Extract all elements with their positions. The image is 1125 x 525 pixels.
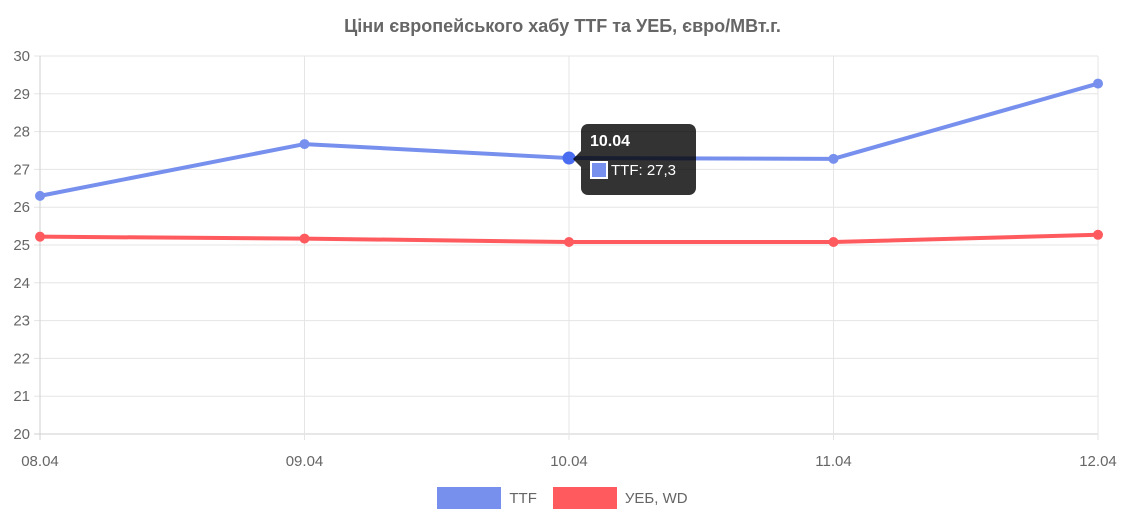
y-tick-label: 29	[13, 86, 30, 103]
data-point[interactable]	[564, 236, 574, 247]
y-tick-label: 30	[13, 48, 30, 65]
x-tick-label: 08.04	[21, 453, 59, 470]
y-tick-label: 28	[13, 124, 30, 141]
data-point[interactable]	[1093, 78, 1103, 89]
data-point[interactable]	[828, 153, 839, 164]
legend-swatch-ueb	[552, 487, 617, 509]
legend-label-ueb: УЕБ, WD	[624, 489, 688, 507]
data-point[interactable]	[1093, 229, 1103, 240]
y-tick-label: 26	[13, 199, 30, 216]
legend: TTF УЕБ, WD	[0, 487, 1125, 509]
y-tick-label: 22	[13, 350, 30, 367]
x-tick-label: 12.04	[1079, 453, 1117, 470]
tooltip-label: TTF: 27,3	[611, 161, 677, 179]
grid-lines	[34, 55, 1099, 440]
legend-label-ttf: TTF	[509, 489, 537, 507]
y-tick-label: 23	[13, 313, 30, 330]
chart-title: Ціни європейського хабу TTF та УЕБ, євро…	[344, 16, 781, 36]
x-axis-ticks: 08.04 09.04 10.04 11.04 12.04	[21, 453, 1117, 470]
data-point[interactable]	[828, 236, 839, 247]
data-point[interactable]	[35, 231, 45, 242]
legend-item-ttf[interactable]: TTF	[437, 487, 537, 509]
legend-item-ueb[interactable]: УЕБ, WD	[552, 487, 688, 509]
data-point[interactable]	[35, 190, 45, 201]
x-tick-label: 10.04	[550, 453, 588, 470]
y-tick-label: 20	[13, 426, 30, 443]
y-tick-label: 24	[13, 275, 30, 292]
tooltip: 10.04 TTF: 27,3	[573, 124, 696, 195]
x-tick-label: 11.04	[815, 453, 851, 470]
series-lines	[35, 78, 1103, 247]
tooltip-caret	[573, 151, 581, 167]
tooltip-swatch	[590, 161, 608, 179]
legend-swatch-ttf	[437, 487, 502, 509]
tooltip-row: TTF: 27,3	[590, 161, 687, 179]
y-tick-label: 21	[13, 388, 30, 405]
x-tick-label: 09.04	[286, 453, 324, 470]
y-tick-label: 25	[13, 237, 30, 254]
data-point[interactable]	[299, 233, 310, 244]
data-point[interactable]	[299, 139, 310, 150]
y-axis-ticks: 20 21 22 23 24 25 26 27 28 29 30	[13, 48, 30, 443]
tooltip-title: 10.04	[590, 133, 631, 150]
y-tick-label: 27	[13, 161, 30, 178]
